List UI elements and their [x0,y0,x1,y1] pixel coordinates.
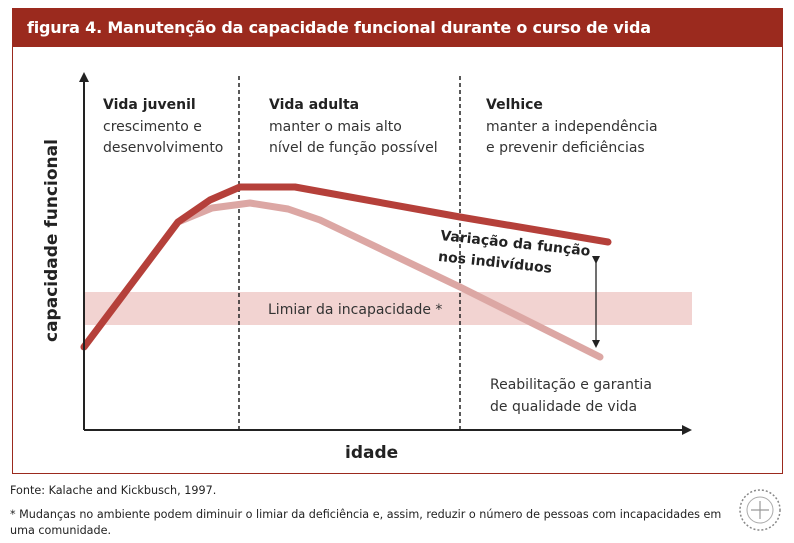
functional-capacity-diagram: Limiar da incapacidade * Vida juvenil cr… [42,72,692,463]
phase-title-old-age: Velhice [486,97,543,113]
threshold-label: Limiar da incapacidade * [268,302,442,318]
phase-title-youth: Vida juvenil [103,97,196,113]
phase-desc-adult-1: manter o mais alto [269,119,402,135]
rehab-label-2: de qualidade de vida [490,399,637,415]
phase-desc-adult-2: nível de função possível [269,140,438,156]
phase-desc-youth-2: desenvolvimento [103,140,223,156]
y-axis-label: capacidade funcional [42,139,62,342]
source-citation: Fonte: Kalache and Kickbusch, 1997. [10,484,217,497]
figure-title: figura 4. Manutenção da capacidade funci… [13,9,782,47]
phase-title-adult: Vida adulta [269,97,359,113]
figure-frame: figura 4. Manutenção da capacidade funci… [12,8,783,474]
x-axis-label: idade [345,443,398,463]
watermark-seal-icon [739,489,781,531]
phase-desc-old-age-2: e prevenir deficiências [486,140,645,156]
upper-capacity-curve [80,183,612,351]
threshold-band [84,292,692,325]
phase-desc-youth-1: crescimento e [103,119,202,135]
phase-desc-old-age-1: manter a independência [486,119,658,135]
rehab-label-1: Reabilitação e garantia [490,377,652,393]
footnote: * Mudanças no ambiente podem diminuir o … [10,508,722,537]
